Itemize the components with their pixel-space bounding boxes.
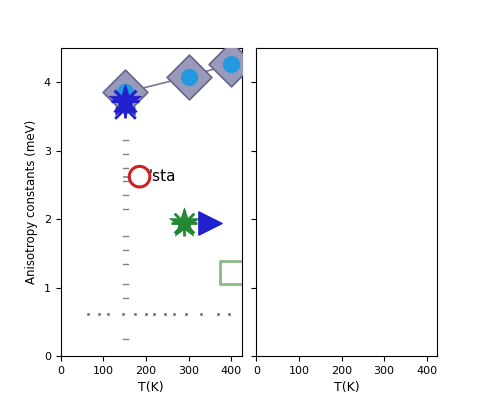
Point bbox=[121, 98, 129, 104]
Text: "sta: "sta bbox=[146, 169, 176, 184]
Point bbox=[121, 105, 129, 112]
Point bbox=[121, 105, 129, 112]
Point bbox=[206, 219, 214, 226]
Point bbox=[121, 89, 129, 96]
Point bbox=[121, 98, 129, 104]
Point bbox=[227, 60, 235, 67]
Point bbox=[136, 174, 143, 180]
X-axis label: T(K): T(K) bbox=[334, 381, 360, 394]
Y-axis label: Anisotropy constants (meV): Anisotropy constants (meV) bbox=[25, 120, 38, 284]
Point bbox=[227, 269, 235, 276]
Point bbox=[180, 219, 188, 226]
Point bbox=[121, 98, 129, 104]
Point bbox=[185, 74, 192, 80]
Point bbox=[227, 60, 235, 67]
Point bbox=[121, 89, 129, 96]
X-axis label: T(K): T(K) bbox=[139, 381, 164, 394]
Point bbox=[185, 74, 192, 80]
Point bbox=[180, 219, 188, 226]
Point bbox=[180, 219, 188, 226]
